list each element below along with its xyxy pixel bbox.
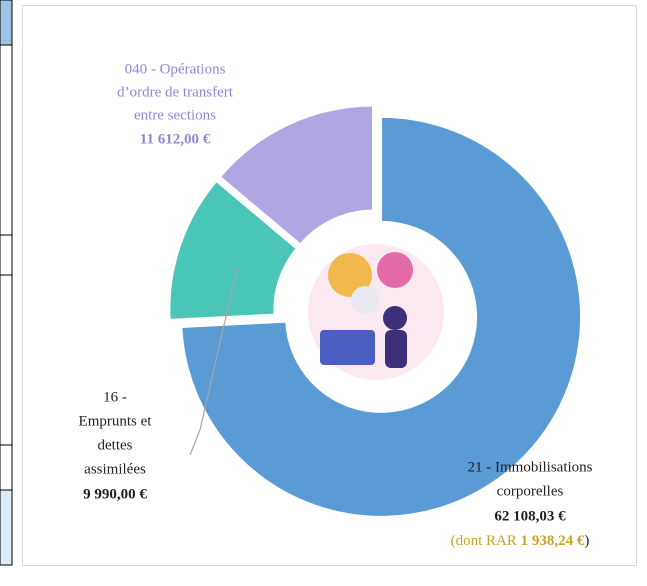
chart: 21 - Immobilisations corporelles 62 108,03…: [0, 0, 647, 586]
table-fragment: [0, 45, 12, 235]
table-fragment: [0, 490, 12, 565]
slice-label: Emprunts et: [79, 413, 153, 429]
slice-label: assimilées: [84, 461, 146, 477]
rar-note: (dont RAR 1 938,24 €): [451, 533, 590, 549]
slice-label: dettes: [98, 437, 133, 453]
table-fragment: [0, 275, 12, 445]
table-fragment: [0, 235, 12, 275]
slice-label: 040 - Opérations: [125, 61, 226, 77]
slice-value-label: 9 990,00 €: [83, 486, 147, 502]
rar-suffix: ): [584, 533, 589, 549]
table-fragment: [0, 0, 12, 45]
slice-label: 21 - Immobilisations: [468, 459, 593, 475]
slice-value-label: 62 108,03 €: [494, 508, 566, 524]
center-illustration: [308, 244, 444, 380]
rar-prefix: (dont RAR: [451, 533, 517, 549]
page: {"chart_data": {"type": "donut", "catego…: [0, 0, 647, 586]
slice-label: d’ordre de transfert: [117, 84, 234, 100]
slice-label: 16 -: [103, 389, 127, 405]
slice-value-label: 11 612,00 €: [140, 131, 211, 147]
table-fragment: [0, 445, 12, 490]
rar-value: 1 938,24 €: [521, 533, 585, 549]
slice-label: corporelles: [497, 483, 564, 499]
slice-label: entre sections: [134, 107, 216, 123]
